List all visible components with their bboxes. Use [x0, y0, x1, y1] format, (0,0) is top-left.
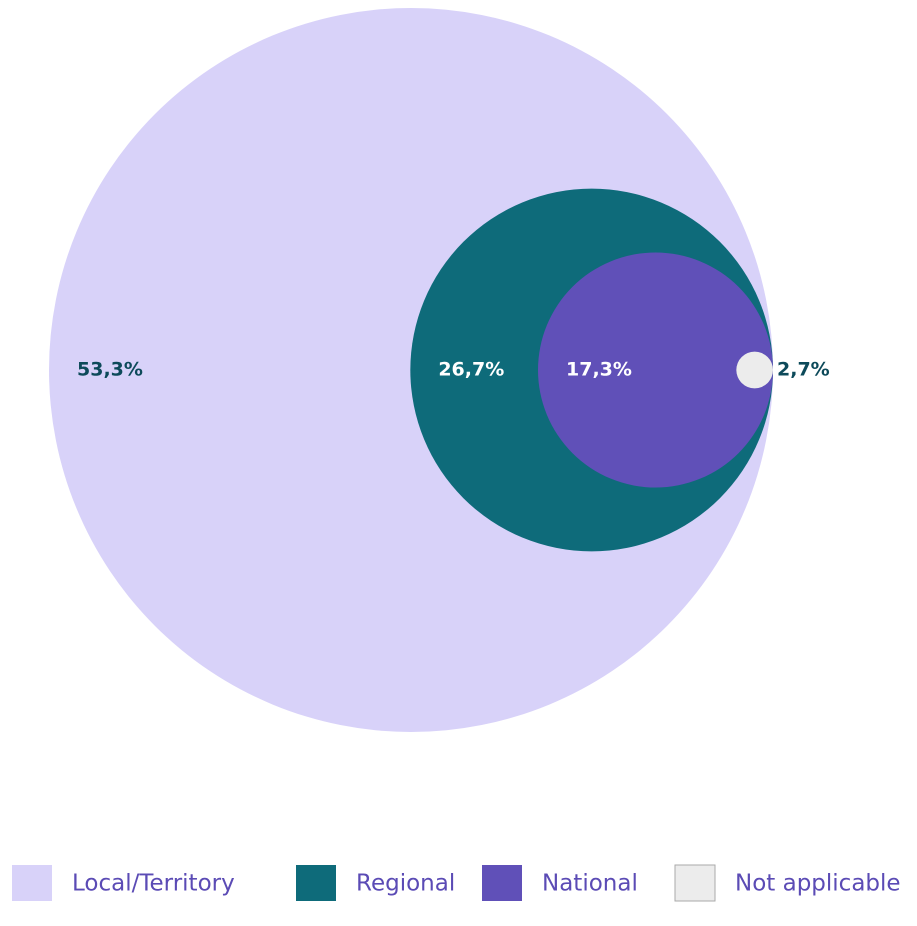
value-label: 53,3%: [77, 359, 143, 381]
legend-swatch: [12, 865, 52, 901]
legend-label: Regional: [356, 871, 455, 897]
legend-swatch: [482, 865, 522, 901]
value-label: 2,7%: [777, 359, 830, 381]
legend-swatch: [296, 865, 336, 901]
legend-label: Not applicable: [735, 871, 901, 897]
value-label: 26,7%: [438, 359, 504, 381]
circle: [736, 351, 773, 389]
value-label: 17,3%: [566, 359, 632, 381]
legend-label: National: [542, 871, 638, 897]
circle: [538, 252, 773, 488]
legend-swatch: [674, 864, 716, 902]
legend-label: Local/Territory: [72, 871, 235, 897]
